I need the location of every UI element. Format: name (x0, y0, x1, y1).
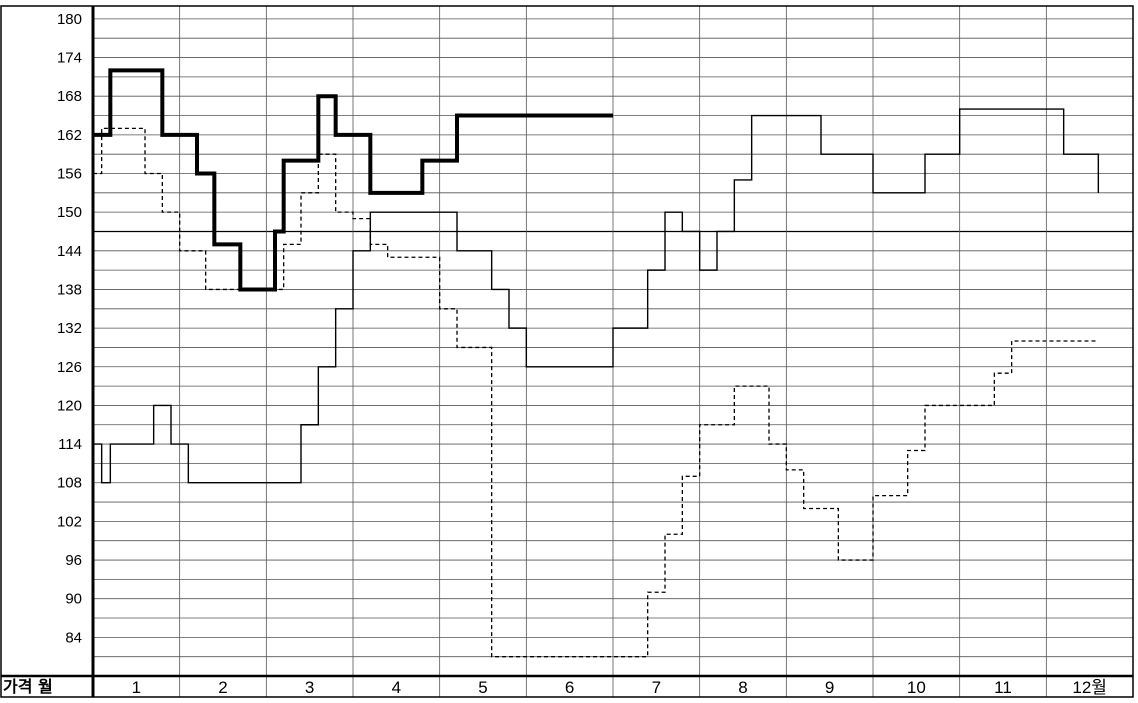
y-tick-label: 90 (65, 591, 82, 608)
x-tick-label: 7 (652, 678, 661, 697)
x-tick-label: 8 (738, 678, 747, 697)
x-tick-label: 2 (218, 678, 227, 697)
y-tick-label: 156 (57, 166, 82, 183)
y-tick-label: 180 (57, 11, 82, 28)
x-tick-label: 10 (907, 678, 926, 697)
x-tick-label: 9 (825, 678, 834, 697)
x-tick-label: 4 (392, 678, 401, 697)
y-tick-label: 138 (57, 281, 82, 298)
y-tick-label: 132 (57, 320, 82, 337)
y-tick-label: 102 (57, 513, 82, 530)
y-tick-label: 114 (58, 436, 82, 453)
y-tick-label: 96 (65, 552, 82, 569)
y-tick-label: 84 (65, 629, 82, 646)
series-line-solid (93, 109, 1098, 483)
y-tick-label: 120 (57, 397, 82, 414)
x-tick-label: 3 (305, 678, 314, 697)
x-tick-label: 6 (565, 678, 574, 697)
y-tick-label: 144 (57, 243, 82, 260)
y-tick-label: 108 (57, 475, 82, 492)
y-tick-label: 162 (57, 127, 82, 144)
y-tick-label: 168 (57, 88, 82, 105)
x-tick-label: 12월 (1072, 678, 1107, 697)
x-tick-label: 11 (994, 678, 1012, 697)
y-tick-label: 174 (57, 50, 82, 67)
corner-label: 가격 월 (3, 677, 53, 696)
x-tick-label: 5 (478, 678, 487, 697)
y-tick-label: 126 (57, 359, 82, 376)
x-tick-label: 1 (132, 678, 141, 697)
series-layer (93, 70, 1098, 656)
series-line-dashed (93, 128, 1098, 656)
y-tick-label: 150 (57, 204, 82, 221)
